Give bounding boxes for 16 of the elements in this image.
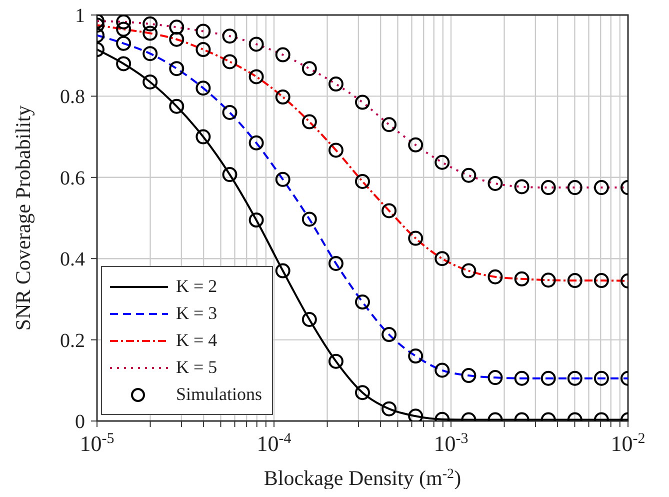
y-tick-label: 0.4 (60, 248, 85, 271)
x-tick-label: 10$^{-3}$ (434, 431, 468, 456)
x-tick-label: 10$^{-5}$ (80, 431, 114, 456)
y-tick-label: 0.2 (60, 330, 85, 352)
legend-label: K = 5 (176, 357, 218, 377)
y-tick-label: 0.6 (60, 167, 85, 190)
legend-label: K = 2 (176, 276, 218, 296)
y-tick-label: 0.8 (60, 86, 85, 108)
y-tick-label: 0 (75, 411, 85, 433)
x-tick-label: 10$^{-4}$ (256, 431, 292, 456)
legend-label: K = 4 (176, 330, 218, 350)
legend-label: Simulations (176, 384, 262, 404)
x-tick-label: 10$^{-2}$ (610, 431, 646, 456)
legend-label: K = 3 (176, 303, 218, 323)
y-tick-label: 1 (75, 5, 85, 27)
y-axis-title: SNR Coverage Probability (11, 104, 35, 331)
